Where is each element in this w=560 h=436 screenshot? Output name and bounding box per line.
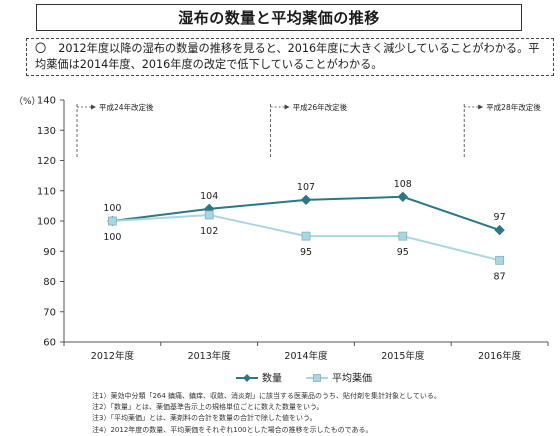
- annotation-label: 平成28年改定後: [486, 102, 541, 112]
- legend-label: 数量: [262, 372, 282, 385]
- footnote-1: 注1）薬効中分類「264 鎮痛、鎮痒、収斂、消炎剤」に該当する医薬品のうち、貼付…: [92, 392, 441, 400]
- data-point-diamond: [397, 191, 409, 203]
- x-tick-label: 2015年度: [381, 350, 425, 362]
- data-label: 108: [394, 179, 412, 190]
- footnote-4: 注4）2012年度の数量、平均薬価をそれぞれ100とした場合の推移を示したもので…: [92, 425, 373, 434]
- data-label: 95: [300, 247, 312, 258]
- annotation-label: 平成26年改定後: [293, 102, 348, 112]
- footnotes: 注1）薬効中分類「264 鎮痛、鎮痒、収斂、消炎剤」に該当する医薬品のうち、貼付…: [92, 391, 552, 436]
- data-point-square: [108, 216, 117, 226]
- footnote-3: 注3）「平均薬価」とは、薬剤料の合計を数量の合計で除した値をいう。: [92, 414, 317, 423]
- summary-text: 2012年度以降の湿布の数量の推移を見ると、2016年度に大きく減少していること…: [35, 42, 540, 71]
- y-tick-label: 120: [37, 156, 56, 167]
- data-label: 100: [103, 203, 121, 214]
- annotation-label: 平成24年改定後: [99, 102, 154, 112]
- data-label: 104: [200, 191, 218, 202]
- y-tick-label: 60: [43, 338, 56, 349]
- data-point-square: [398, 231, 408, 241]
- data-point-square: [495, 255, 505, 265]
- annotation-arrow-head: [91, 104, 96, 110]
- y-axis-label: （%）: [14, 96, 41, 107]
- data-label: 87: [494, 271, 506, 282]
- data-label: 95: [397, 247, 409, 258]
- data-label: 102: [200, 226, 218, 237]
- page-title: 湿布の数量と平均薬価の推移: [178, 9, 380, 27]
- data-label: 107: [297, 182, 315, 193]
- legend-marker-diamond: [243, 374, 251, 382]
- y-tick-label: 90: [43, 247, 56, 258]
- legend-marker-square: [313, 374, 321, 382]
- data-label: 100: [103, 232, 121, 243]
- data-label: 97: [494, 212, 506, 223]
- annotation-arrow-head: [284, 104, 290, 110]
- x-tick-label: 2013年度: [188, 350, 232, 362]
- y-tick-label: 130: [37, 126, 56, 137]
- y-tick-label: 110: [37, 186, 56, 197]
- x-tick-label: 2014年度: [284, 350, 328, 362]
- x-tick-label: 2016年度: [478, 350, 522, 362]
- y-tick-label: 140: [37, 96, 56, 107]
- chart-title-box: 湿布の数量と平均薬価の推移: [36, 4, 522, 31]
- summary-bullet: 〇: [35, 42, 47, 55]
- data-point-diamond: [300, 194, 312, 206]
- footnote-2: 注2）「数量」とは、薬価基準告示上の規格単位ごとに数えた数量をいう。: [92, 403, 324, 412]
- y-tick-label: 70: [43, 307, 56, 318]
- line-chart: （%） 60 70 80 90 100 110 120 130 140 2012年度 2013年度 20…: [14, 96, 549, 385]
- data-point-square: [204, 210, 214, 220]
- annotation-arrow-head: [478, 104, 484, 110]
- legend-label: 平均薬価: [332, 372, 372, 385]
- y-tick-label: 80: [43, 277, 56, 288]
- summary-box: 〇 2012年度以降の湿布の数量の推移を見ると、2016年度に大きく減少しているこ…: [26, 38, 554, 76]
- y-tick-label: 100: [37, 217, 56, 228]
- data-point-square: [301, 231, 311, 241]
- data-point-diamond: [494, 224, 505, 236]
- x-tick-label: 2012年度: [91, 350, 135, 362]
